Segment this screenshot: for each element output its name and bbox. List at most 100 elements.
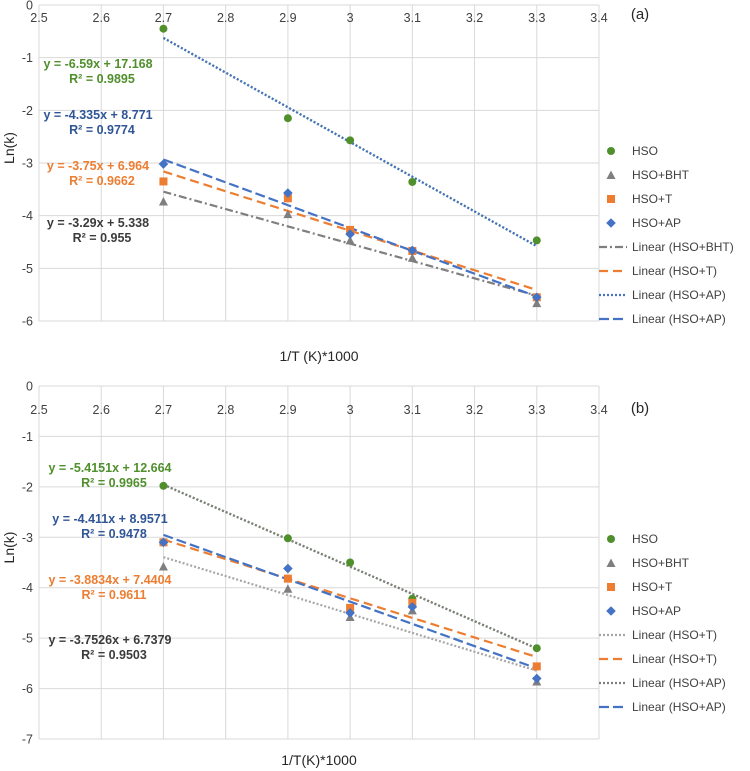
data-point	[345, 608, 355, 618]
data-point	[159, 177, 168, 186]
series-hso-bht	[158, 196, 542, 308]
series-hso	[159, 24, 541, 245]
legend-item: HSO+AP	[606, 604, 681, 618]
x-tick-label: 2.8	[217, 11, 234, 25]
y-tick-label: -6	[22, 315, 33, 329]
data-point	[283, 563, 293, 574]
y-tick-label: -6	[22, 682, 33, 696]
series-hso-ap	[158, 537, 542, 684]
x-tick-label: 2.5	[30, 11, 47, 25]
legend-item: Linear (HSO+AP)	[599, 312, 726, 326]
data-point	[283, 114, 292, 123]
r-squared-text: R² = 0.9895	[69, 72, 135, 86]
r-squared-text: R² = 0.9662	[69, 174, 135, 188]
data-point	[283, 534, 292, 543]
trendline-1	[163, 538, 538, 659]
y-tick-label: -3	[22, 531, 33, 545]
equation-text: y = -3.7526x + 6.7379	[48, 633, 171, 647]
x-tick-label: 3	[347, 11, 354, 25]
legend-item: HSO+T	[607, 580, 673, 594]
legend-marker	[606, 218, 616, 228]
legend-marker	[607, 147, 615, 155]
x-tick-label: 3.4	[590, 403, 607, 417]
data-point	[532, 644, 541, 653]
legend-label: HSO+BHT	[632, 168, 690, 182]
legend-label: Linear (HSO+T)	[632, 652, 717, 666]
data-point	[283, 584, 293, 593]
data-point	[283, 574, 292, 583]
legend-item: HSO+BHT	[606, 556, 690, 570]
y-tick-label: -5	[22, 262, 33, 276]
x-tick-label: 2.9	[279, 11, 296, 25]
legend-label: HSO+T	[632, 580, 673, 594]
legend-label: HSO+T	[632, 192, 673, 206]
legend-item: Linear (HSO+T)	[599, 652, 717, 666]
panel-label: (b)	[631, 400, 649, 417]
x-tick-label: 2.6	[93, 403, 110, 417]
data-point	[283, 209, 293, 219]
equation-text: y = -4.335x + 8.771	[43, 108, 152, 122]
data-point	[283, 194, 292, 203]
trendline-1	[163, 170, 538, 292]
legend-label: HSO	[632, 532, 658, 546]
trendlines	[163, 483, 538, 672]
r-squared-text: R² = 0.9503	[81, 648, 147, 662]
y-tick-label: -2	[22, 104, 33, 118]
legend-label: HSO+AP	[632, 216, 681, 230]
x-tick-label: 3.1	[404, 11, 421, 25]
equation-text: y = -5.4151x + 12.664	[48, 461, 171, 475]
chart-panel-a: 2.5 2.6 2.7 2.8 2.9 3 3.1 3.2 3.3 3.4 0 -1 -2 -3 -4 -5 -…	[1, 0, 734, 364]
equation-text: y = -6.59x + 17.168	[43, 57, 152, 71]
x-tick-label: 3.3	[528, 403, 545, 417]
equation-text: y = -4.411x + 8.9571	[52, 512, 167, 526]
equation-text: y = -3.8834x + 7.4404	[48, 573, 171, 587]
legend-marker	[607, 195, 615, 203]
x-tick-label: 3.2	[466, 11, 483, 25]
y-tick-label: -1	[22, 51, 33, 65]
legend-item: Linear (HSO+T)	[599, 628, 717, 642]
data-point	[532, 298, 542, 308]
panel-label: (a)	[631, 6, 649, 23]
data-point	[532, 662, 541, 671]
data-point	[158, 562, 168, 571]
legend-marker	[606, 170, 616, 179]
x-tick-label: 2.7	[155, 11, 172, 25]
x-tick-label: 3.2	[466, 403, 483, 417]
r-squared-text: R² = 0.955	[73, 231, 132, 245]
legend: HSO HSO+BHT HSO+T HSO+AP Linear (HSO+BHT) Lin…	[599, 144, 734, 326]
x-axis-title: 1/T (K)*1000	[279, 348, 358, 364]
legend-label: Linear (HSO+AP)	[632, 312, 726, 326]
legend-label: HSO+AP	[632, 604, 681, 618]
x-tick-label: 2.9	[279, 403, 296, 417]
y-tick-label: -4	[22, 581, 33, 595]
r-squared-text: R² = 0.9478	[81, 527, 147, 541]
data-point	[407, 602, 418, 612]
gridlines	[38, 385, 600, 740]
data-point	[346, 136, 355, 145]
chart-panel-b: 2.5 2.6 2.7 2.8 2.9 3 3.1 3.2 3.3 3.4 0 -1 -2 -3 -4 -5 -…	[1, 380, 726, 769]
trendline-0	[163, 556, 538, 672]
legend: HSO HSO+BHT HSO+T HSO+AP Linear (HSO+T) Linea…	[599, 532, 726, 714]
legend-label: Linear (HSO+AP)	[632, 676, 726, 690]
y-tick-label: -5	[22, 632, 33, 646]
data-point	[532, 236, 541, 245]
r-squared-text: R² = 0.9965	[81, 476, 147, 490]
data-point	[158, 537, 169, 548]
x-tick-label: 2.7	[155, 403, 172, 417]
x-tick-label: 3	[347, 403, 354, 417]
legend-label: Linear (HSO+T)	[632, 264, 717, 278]
legend-item: HSO+AP	[606, 216, 681, 230]
x-tick-label: 2.6	[93, 11, 110, 25]
data-point	[159, 24, 168, 33]
data-point	[345, 235, 355, 245]
series-hso-ap	[158, 159, 542, 303]
